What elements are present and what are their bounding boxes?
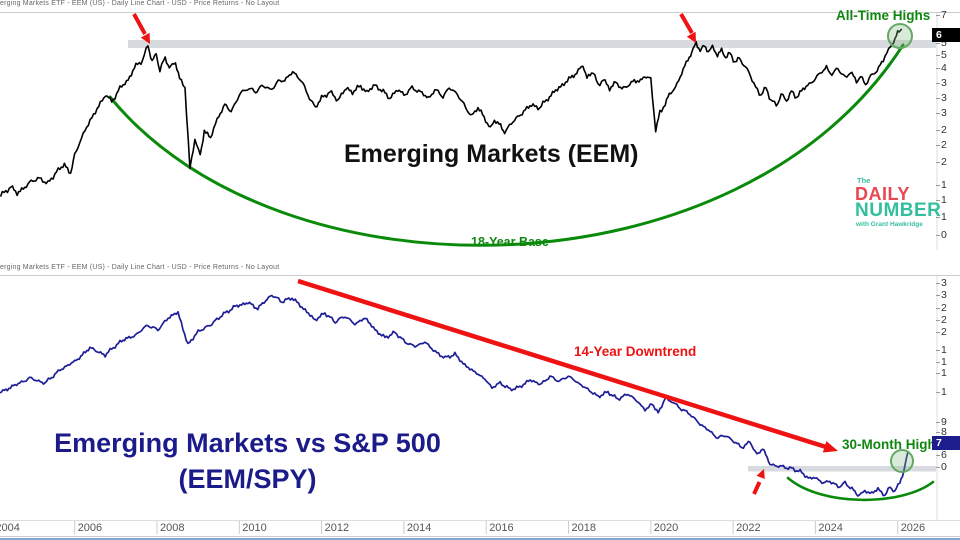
peak-arrowhead-2021-icon <box>686 31 696 43</box>
panel-title-eem: Emerging Markets (EEM) <box>344 140 639 168</box>
panel-title-ratio-line1: Emerging Markets vs S&P 500 <box>54 428 441 458</box>
x-axis-ticks <box>74 521 899 534</box>
x-axis-year-label: 2022 <box>736 522 761 534</box>
x-axis-year-label: 2004 <box>0 522 20 534</box>
breakout-arrowhead-icon <box>756 469 765 479</box>
x-axis-year-label: 2010 <box>242 522 267 534</box>
resistance-band-bottom <box>748 466 936 472</box>
downtrend-label: 14-Year Downtrend <box>574 344 697 359</box>
peak-arrow-2007-icon <box>132 13 147 35</box>
downtrend-arrowhead-icon <box>822 441 838 453</box>
header-divider-top <box>0 12 960 13</box>
eem-spy-ratio-line <box>0 294 909 497</box>
logo-tagline: with Grant Hawkridge <box>856 220 923 228</box>
panel-title-ratio-line2: (EEM/SPY) <box>178 463 317 494</box>
x-axis-year-label: 2020 <box>653 522 679 534</box>
daily-number-logo: The DAILY NUMBER with Grant Hawkridge <box>855 177 941 228</box>
peak-arrowhead-2007-icon <box>140 32 150 44</box>
base-arc-30mo <box>786 476 935 502</box>
x-axis-year-label: 2018 <box>571 522 596 534</box>
logo-number: NUMBER <box>855 199 942 221</box>
peak-arrow-2021-icon <box>679 12 694 35</box>
resistance-band-top <box>128 40 936 48</box>
x-axis-year-label: 2024 <box>818 522 843 534</box>
base-arc-18yr <box>108 43 905 247</box>
x-axis-year-label: 2026 <box>900 522 926 534</box>
base-label: 18-Year Base <box>471 235 549 249</box>
x-axis-year-label: 2008 <box>160 522 185 534</box>
downtrend-line <box>297 278 827 450</box>
bottom-blue-bar <box>0 538 960 540</box>
all-time-highs-label: All-Time Highs <box>836 8 931 23</box>
logo-the: The <box>857 176 871 185</box>
chart-header-bottom: erging Markets ETF - EEM (US) - Daily Li… <box>0 264 280 271</box>
x-axis-bottom-border <box>0 536 960 537</box>
thirty-month-high-circle <box>890 449 914 473</box>
header-divider-bottom <box>0 275 960 276</box>
thirty-month-highs-label: 30-Month Highs <box>842 437 944 452</box>
breakout-arrow-icon <box>752 481 762 495</box>
x-axis-year-label: 2012 <box>324 522 350 534</box>
x-axis-year-label: 2006 <box>77 522 103 534</box>
all-time-high-circle <box>887 23 913 49</box>
chart-header-top: erging Markets ETF - EEM (US) - Daily Li… <box>0 0 280 7</box>
panel-title-ratio: Emerging Markets vs S&P 500 (EEM/SPY) <box>15 426 480 497</box>
logo-daily: DAILY <box>855 183 910 204</box>
eem-price-line <box>0 28 903 197</box>
x-axis-year-label: 2014 <box>406 522 432 534</box>
x-axis-top-border <box>0 520 960 521</box>
x-axis-year-label: 2016 <box>489 522 514 534</box>
